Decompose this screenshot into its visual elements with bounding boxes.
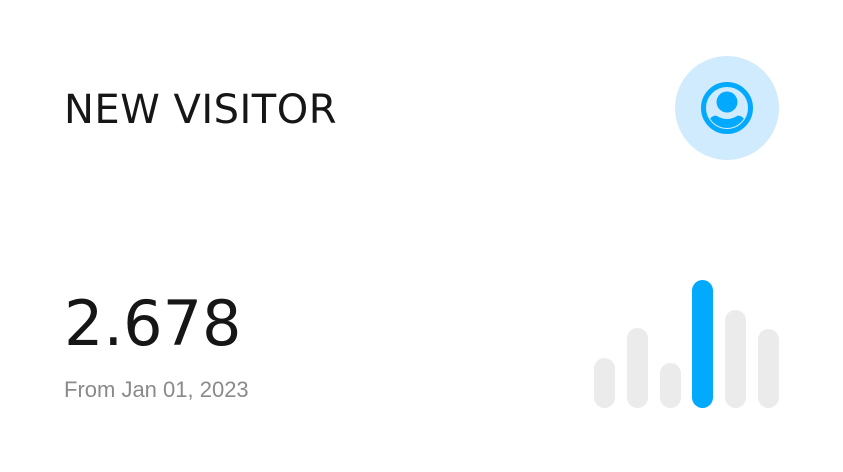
- bar-highlighted: [692, 280, 714, 408]
- bar: [725, 310, 747, 408]
- user-icon-badge: [675, 56, 779, 160]
- bar: [626, 328, 648, 408]
- date-range-label: From Jan 01, 2023: [64, 377, 249, 402]
- card-title: NEW VISITOR: [64, 87, 338, 133]
- mini-bar-chart: [594, 270, 780, 408]
- user-circle-icon: [701, 82, 753, 134]
- bar: [758, 329, 779, 408]
- bar: [594, 358, 615, 408]
- visitor-count: 2.678: [64, 287, 242, 360]
- bar: [659, 363, 681, 408]
